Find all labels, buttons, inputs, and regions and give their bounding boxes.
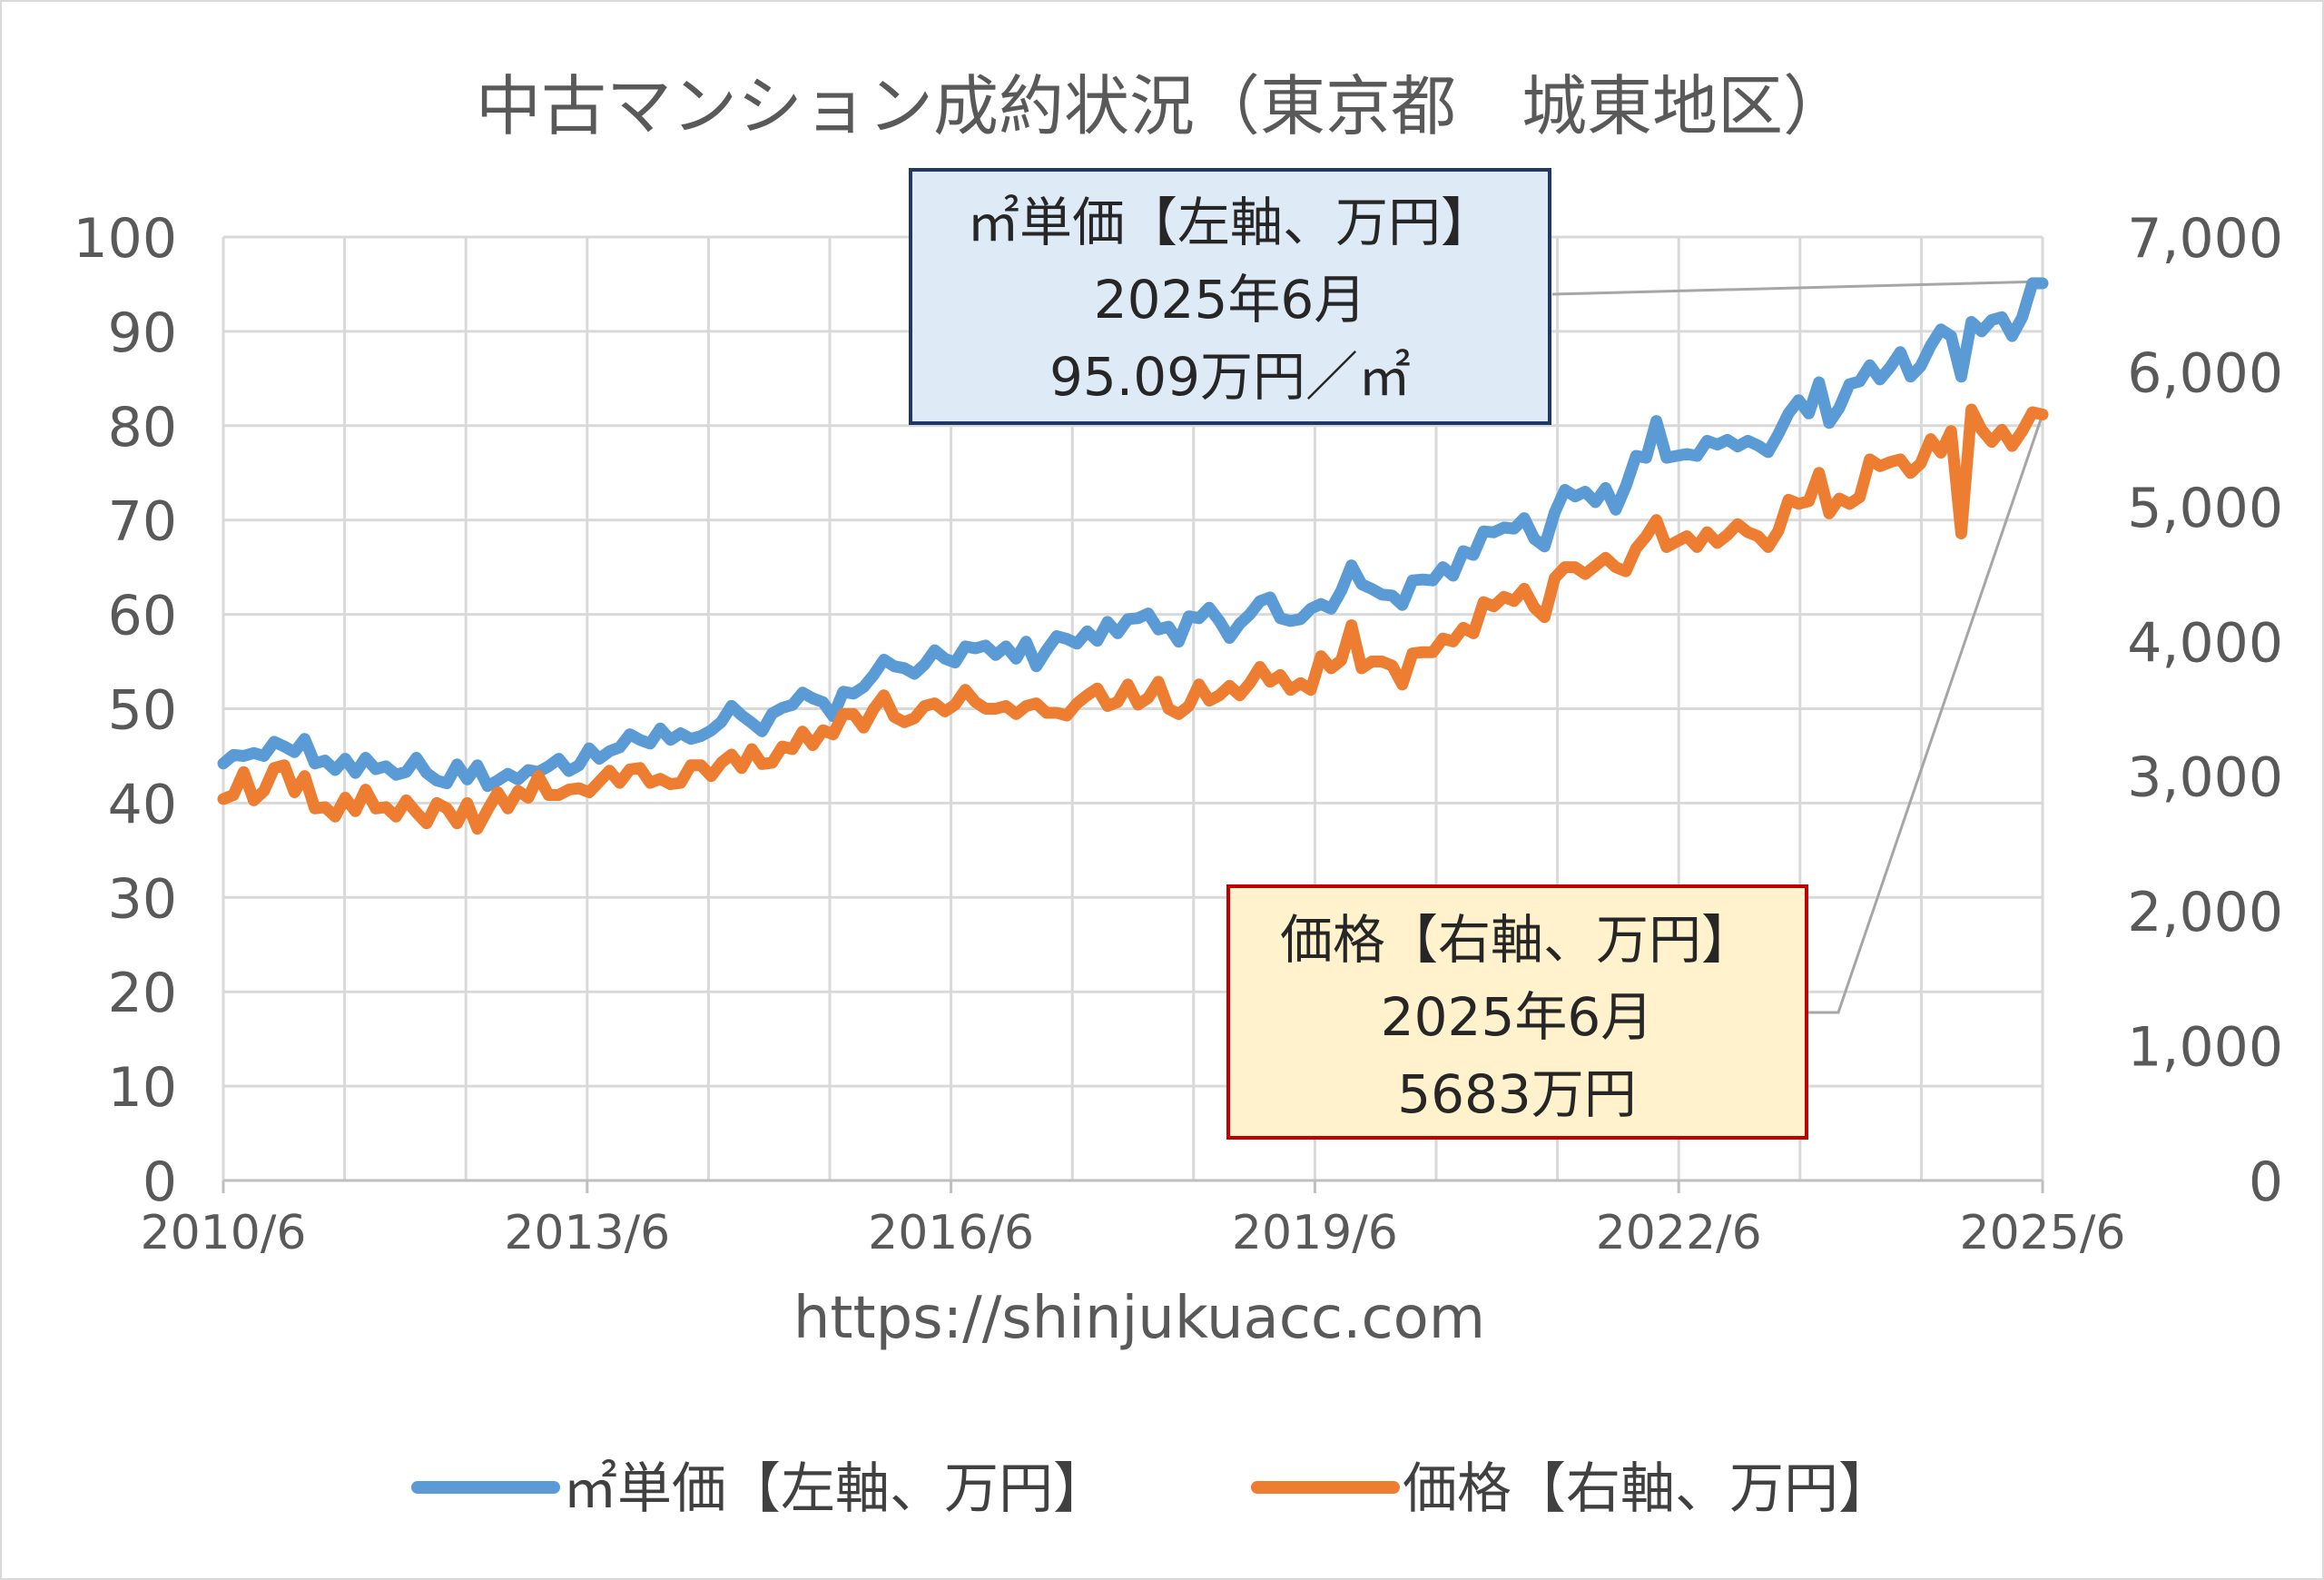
y-left-tick-label: 100 [73,207,177,271]
y-right-tick-label: 1,000 [2127,1016,2283,1080]
x-axis: 2010/6 2013/6 2016/6 2019/6 2022/6 2025/6 [141,1179,2126,1260]
x-tick-label: 2016/6 [868,1206,1034,1260]
y-left-tick-label: 90 [108,301,177,365]
legend-label-price: 価格【右軸、万円】 [1403,1457,1893,1521]
sqm-callout-label: ㎡単価【左軸、万円】 [967,192,1493,253]
source-url: https://shinjukuacc.com [793,1285,1485,1352]
sqm-callout: ㎡単価【左軸、万円】 2025年6月 95.09万円／㎡ [909,168,1551,425]
y-left-tick-label: 30 [108,867,177,931]
series-line-sqm-price [217,277,2049,793]
y-left-tick-label: 70 [108,490,177,554]
y-axis-left: 0 10 20 30 40 50 60 70 80 90 100 [73,207,177,1214]
y-right-tick-label: 0 [2249,1150,2283,1214]
x-tick-label: 2013/6 [504,1206,670,1260]
y-left-tick-label: 20 [108,962,177,1025]
y-left-tick-label: 60 [108,585,177,648]
sqm-callout-date: 2025年6月 [1094,269,1367,331]
price-callout-box [1226,884,1808,1140]
y-right-tick-label: 5,000 [2127,477,2283,540]
legend-label-sqm: ㎡単価【左軸、万円】 [563,1457,1108,1521]
price-callout-date: 2025年6月 [1381,986,1654,1048]
sqm-callout-value: 95.09万円／㎡ [1049,346,1411,408]
x-tick-label: 2022/6 [1596,1206,1762,1260]
y-right-tick-label: 6,000 [2127,341,2283,405]
y-left-tick-label: 40 [108,773,177,836]
x-tick-label: 2019/6 [1232,1206,1398,1260]
chart-title: 中古マンション成約状況（東京都 城東地区） [476,68,1848,144]
sqm-callout-leader [1551,280,2043,296]
y-left-tick-label: 10 [108,1056,177,1120]
y-left-tick-label: 50 [108,679,177,743]
x-tick-label: 2025/6 [1960,1206,2126,1260]
series-layer [217,277,2049,835]
y-right-tick-label: 2,000 [2127,881,2283,944]
y-left-tick-label: 80 [108,396,177,459]
y-left-tick-label: 0 [143,1150,177,1214]
price-callout-leader [1807,413,2044,1014]
y-right-tick-label: 7,000 [2127,207,2283,271]
y-right-tick-label: 3,000 [2127,746,2283,810]
price-callout: 価格【右軸、万円】 2025年6月 5683万円 [1226,884,1808,1140]
legend: ㎡単価【左軸、万円】 価格【右軸、万円】 [411,1457,1893,1521]
price-callout-value: 5683万円 [1397,1063,1637,1125]
y-axis-right: 0 1,000 2,000 3,000 4,000 5,000 6,000 7,000 [2127,207,2283,1214]
x-tick-label: 2010/6 [141,1206,307,1260]
price-callout-label: 価格【右軸、万円】 [1280,909,1754,971]
y-right-tick-label: 4,000 [2127,611,2283,675]
series-line-price [217,403,2049,835]
sqm-callout-box [909,168,1551,425]
